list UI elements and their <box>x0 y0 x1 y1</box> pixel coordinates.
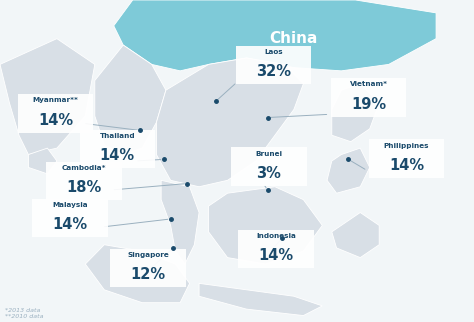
Text: Indonesia: Indonesia <box>256 233 296 239</box>
Polygon shape <box>114 0 436 71</box>
Polygon shape <box>199 283 322 316</box>
Text: 14%: 14% <box>38 113 73 128</box>
Text: 12%: 12% <box>130 267 166 282</box>
Polygon shape <box>85 245 190 303</box>
FancyBboxPatch shape <box>231 147 307 186</box>
Polygon shape <box>156 58 303 187</box>
Polygon shape <box>28 148 57 174</box>
FancyBboxPatch shape <box>18 94 93 133</box>
FancyBboxPatch shape <box>110 249 186 287</box>
Polygon shape <box>209 187 322 264</box>
FancyBboxPatch shape <box>331 78 406 117</box>
FancyBboxPatch shape <box>80 130 155 168</box>
Text: Laos: Laos <box>264 49 283 55</box>
Text: Philippines: Philippines <box>384 143 429 148</box>
Polygon shape <box>332 84 379 142</box>
Text: Singapore: Singapore <box>127 252 169 258</box>
Text: 19%: 19% <box>351 97 386 111</box>
Text: Cambodia*: Cambodia* <box>62 165 106 171</box>
FancyBboxPatch shape <box>32 199 108 237</box>
Text: China: China <box>270 31 318 46</box>
Polygon shape <box>332 213 379 258</box>
Text: Malaysia: Malaysia <box>52 202 88 208</box>
Text: Myanmar**: Myanmar** <box>33 98 79 103</box>
Text: 14%: 14% <box>52 217 88 232</box>
Text: Thailand: Thailand <box>100 133 135 139</box>
FancyBboxPatch shape <box>46 162 122 200</box>
Text: 32%: 32% <box>256 64 291 79</box>
Polygon shape <box>161 180 199 264</box>
Text: 18%: 18% <box>66 180 102 195</box>
Text: 14%: 14% <box>389 158 424 173</box>
Text: Vietnam*: Vietnam* <box>349 81 388 87</box>
Text: 3%: 3% <box>256 166 282 181</box>
FancyBboxPatch shape <box>238 230 314 268</box>
Polygon shape <box>327 148 370 193</box>
Polygon shape <box>0 39 95 155</box>
Text: Brunei: Brunei <box>255 151 283 156</box>
FancyBboxPatch shape <box>369 139 444 178</box>
Polygon shape <box>95 45 166 155</box>
Text: 14%: 14% <box>258 248 294 263</box>
Text: 14%: 14% <box>100 148 135 163</box>
FancyBboxPatch shape <box>236 46 311 84</box>
Text: *2013 data
**2010 data: *2013 data **2010 data <box>5 308 43 319</box>
